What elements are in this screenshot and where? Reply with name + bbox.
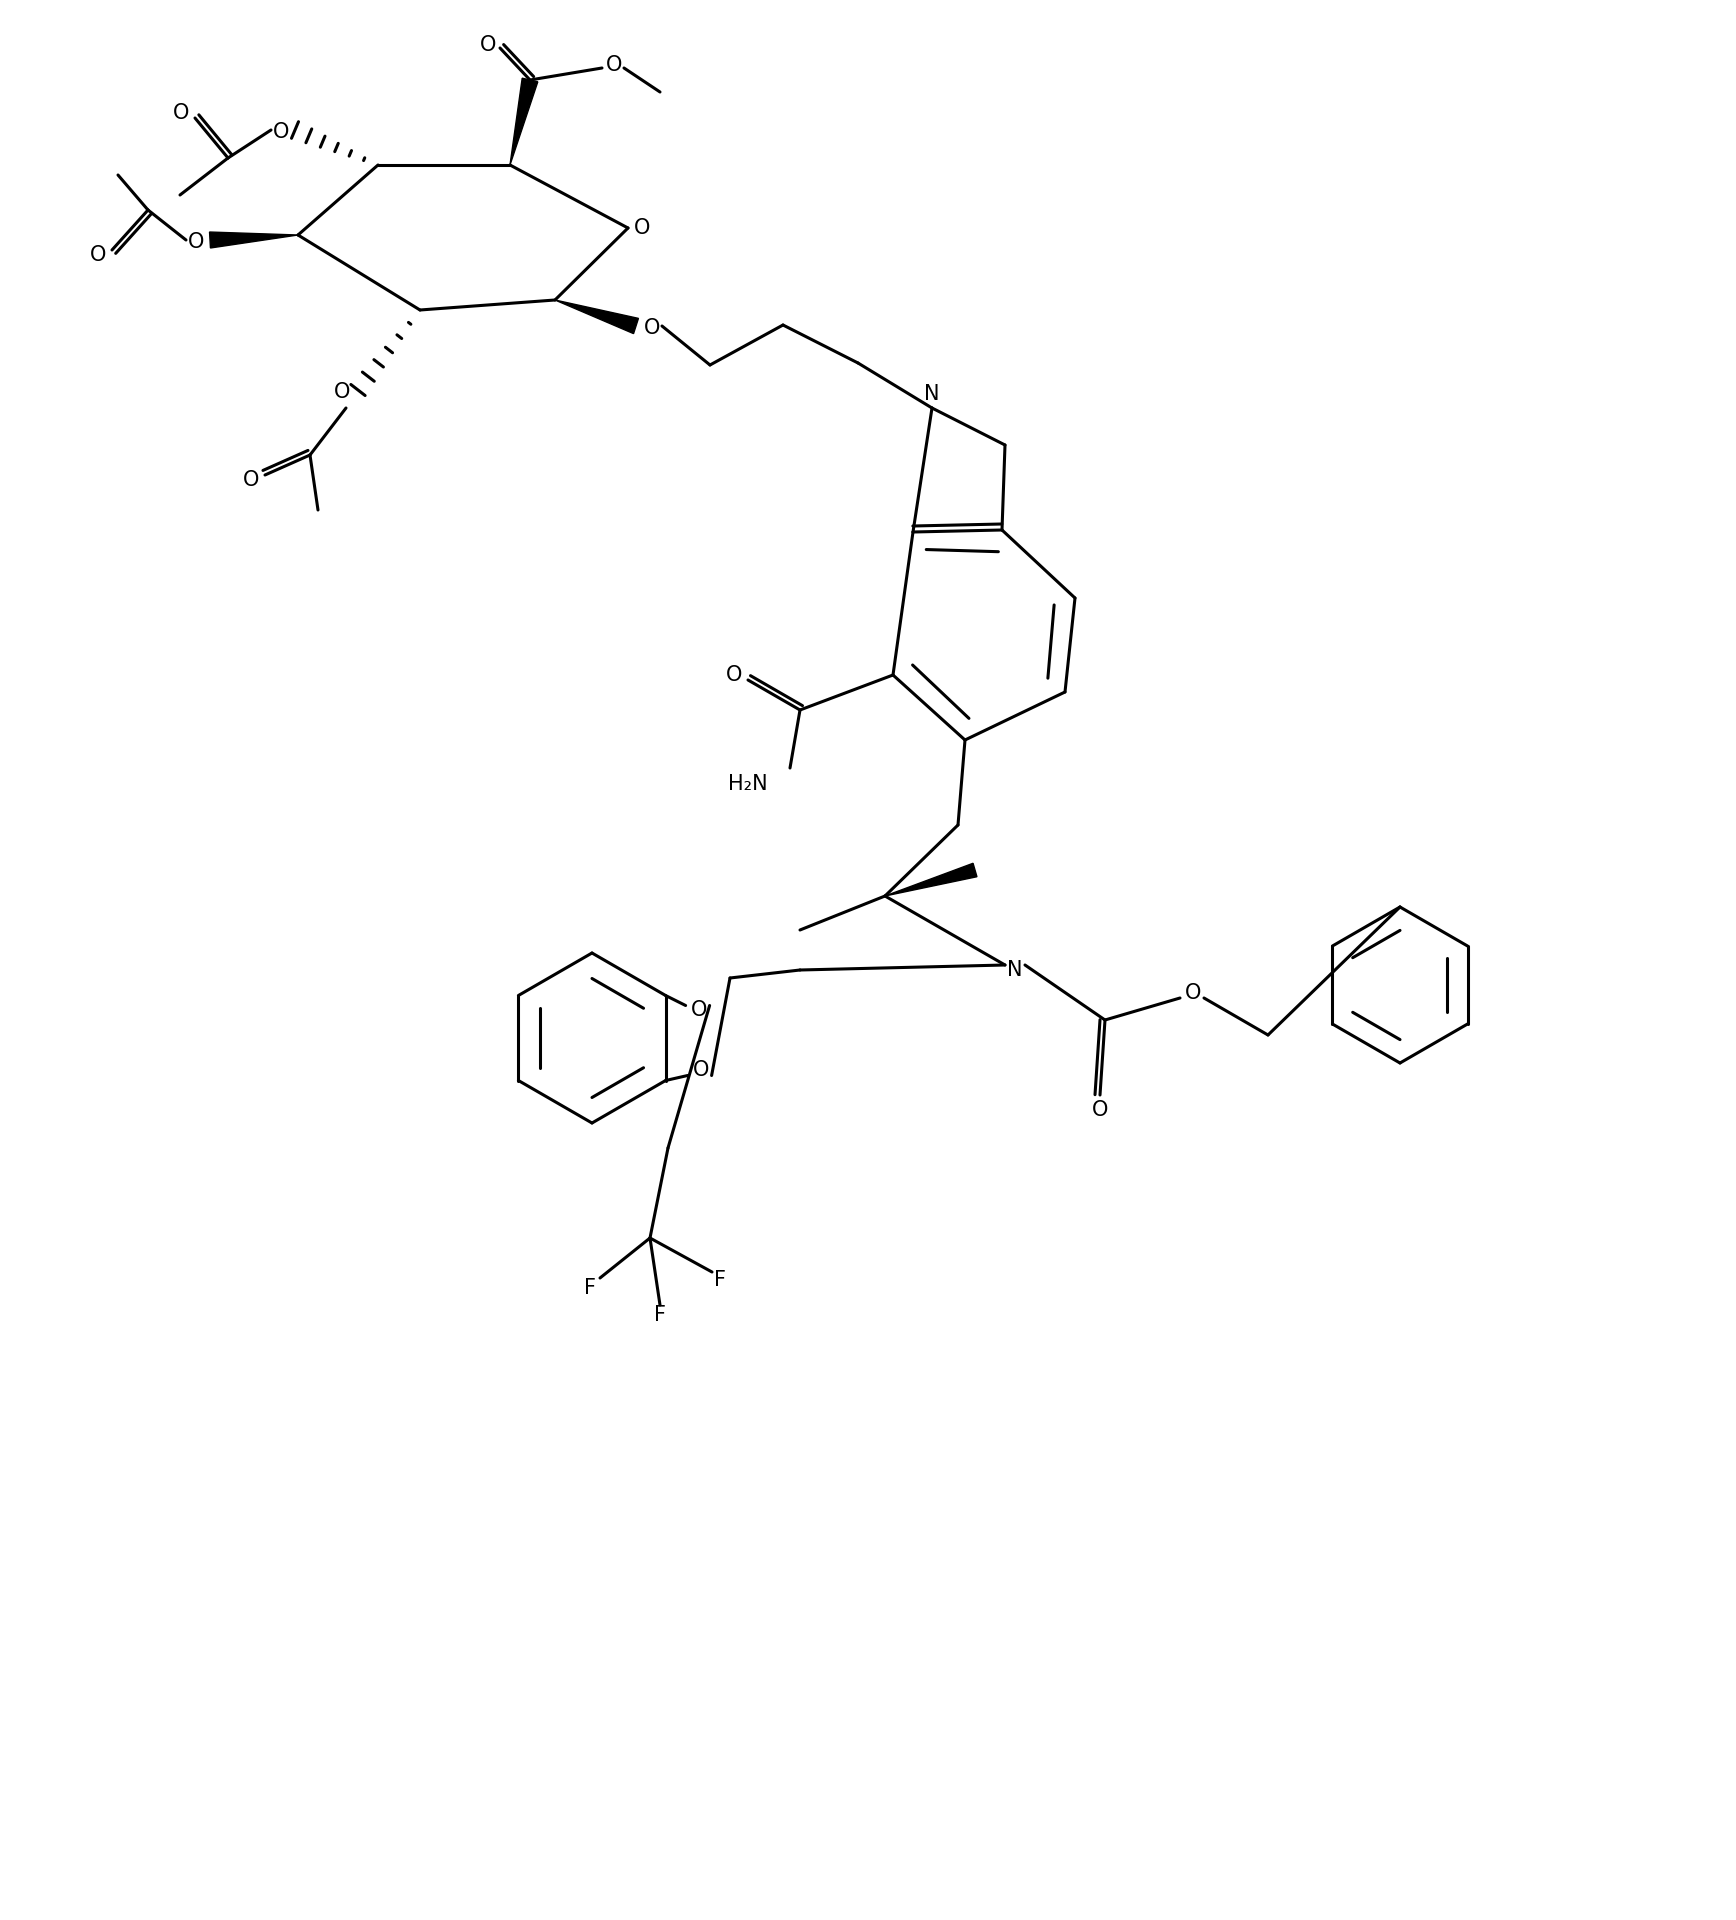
Text: O: O — [273, 123, 290, 142]
Text: O: O — [691, 1000, 707, 1021]
Text: N: N — [1007, 960, 1023, 979]
Text: O: O — [479, 35, 496, 56]
Text: O: O — [187, 232, 205, 252]
Text: F: F — [713, 1269, 726, 1290]
Text: F: F — [654, 1306, 667, 1325]
Polygon shape — [510, 79, 538, 165]
Text: O: O — [726, 664, 743, 685]
Text: H₂N: H₂N — [729, 774, 767, 795]
Text: O: O — [90, 246, 106, 265]
Polygon shape — [556, 300, 639, 334]
Text: O: O — [174, 104, 189, 123]
Text: O: O — [644, 319, 660, 338]
Text: N: N — [924, 384, 939, 403]
Text: O: O — [693, 1060, 708, 1081]
Text: F: F — [583, 1279, 595, 1298]
Text: O: O — [1184, 983, 1201, 1002]
Text: O: O — [606, 56, 621, 75]
Text: O: O — [634, 219, 651, 238]
Text: O: O — [333, 382, 351, 401]
Text: O: O — [243, 470, 259, 490]
Polygon shape — [885, 864, 977, 897]
Text: O: O — [1092, 1100, 1108, 1119]
Polygon shape — [210, 232, 299, 248]
